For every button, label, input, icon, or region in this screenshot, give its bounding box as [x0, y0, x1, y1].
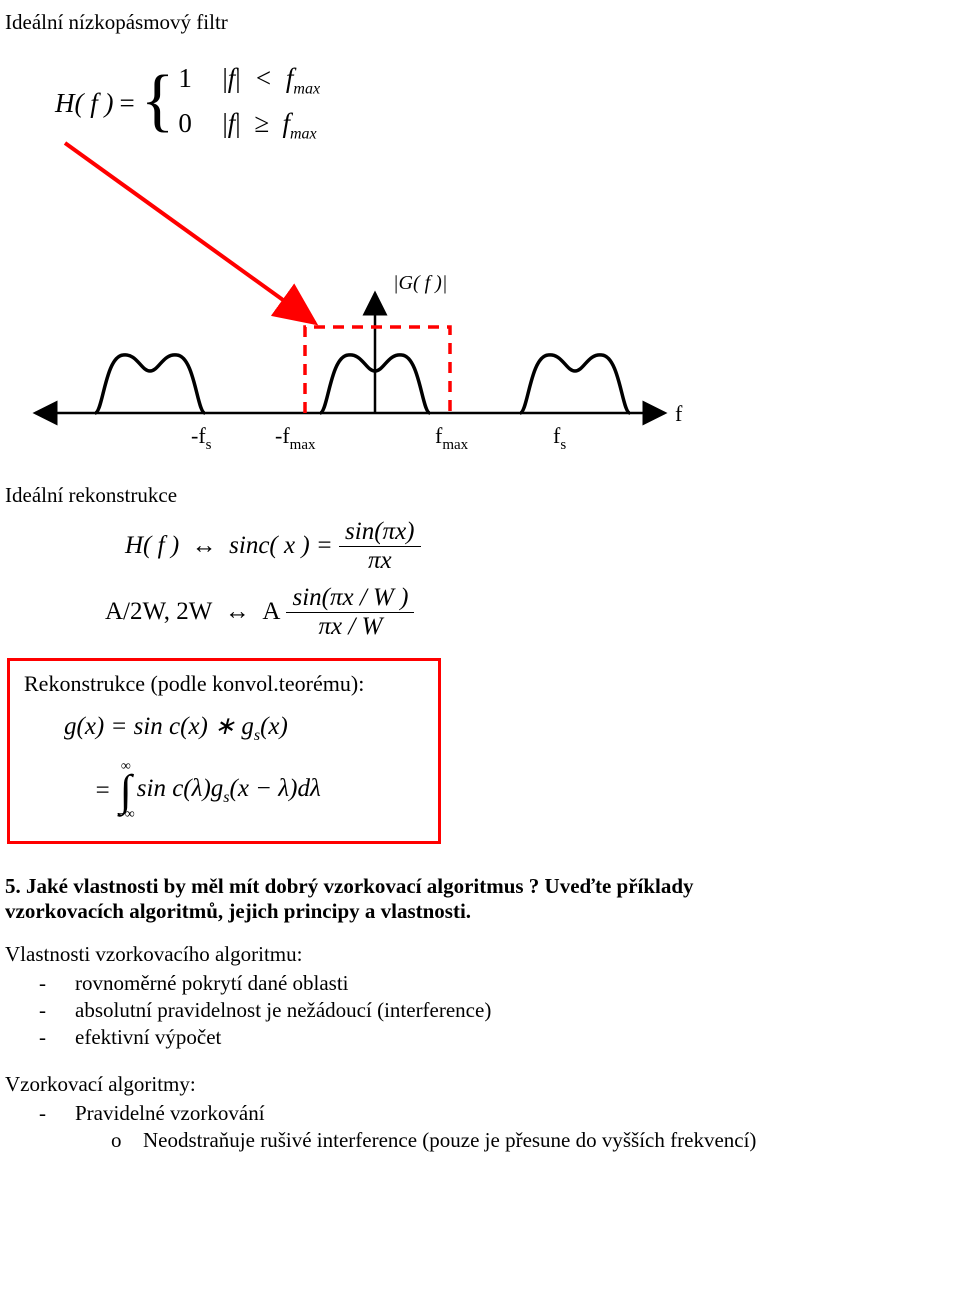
list-item: absolutní pravidelnost je nežádoucí (int… — [57, 998, 955, 1023]
algos-heading: Vzorkovací algoritmy: — [5, 1072, 955, 1097]
svg-text:fs: fs — [553, 423, 566, 453]
redbox-title: Rekonstrukce (podle konvol.teorému): — [24, 671, 424, 697]
svg-text:fmax: fmax — [435, 423, 469, 453]
spectrum-diagram: |G( f )| f -fs -fmax fmax fs — [5, 263, 705, 483]
list-item: Neodstraňuje rušivé interference (pouze … — [127, 1128, 955, 1153]
algo1-label: Pravidelné vzorkování — [75, 1101, 265, 1125]
list-item: efektivní výpočet — [57, 1025, 955, 1050]
redbox-line1: g(x) = sin c(x) ∗ gs(x) — [64, 711, 424, 745]
svg-text:f: f — [675, 401, 683, 426]
title-filter: Ideální nízkopásmový filtr — [5, 10, 955, 35]
recon-formula-2: A/2W, 2W ↔ A sin(πx / W ) πx / W — [105, 584, 955, 640]
red-box: Rekonstrukce (podle konvol.teorému): g(x… — [7, 658, 441, 844]
svg-text:-fs: -fs — [191, 423, 212, 453]
question-line2: vzorkovacích algoritmů, jejich principy … — [5, 899, 955, 924]
algos-list: Pravidelné vzorkování Neodstraňuje rušiv… — [5, 1101, 955, 1153]
props-list: rovnoměrné pokrytí dané oblasti absolutn… — [5, 971, 955, 1050]
list-item: rovnoměrné pokrytí dané oblasti — [57, 971, 955, 996]
title-recon: Ideální rekonstrukce — [5, 483, 955, 508]
question-line1: 5. Jaké vlastnosti by měl mít dobrý vzor… — [5, 874, 955, 899]
redbox-line2: = ∞ ∫ −∞ sin c(λ)gs(x − λ)dλ — [94, 759, 424, 823]
svg-text:-fmax: -fmax — [275, 423, 316, 453]
recon-formula-1: H( f ) ↔ sinc( x ) = sin(πx) πx — [125, 518, 955, 574]
props-heading: Vlastnosti vzorkovacího algoritmu: — [5, 942, 955, 967]
svg-text:|G( f )|: |G( f )| — [393, 272, 447, 294]
filter-formula: H( f ) = { 1 |f| < fmax 0 |f| ≥ fmax — [55, 63, 320, 144]
list-item: Pravidelné vzorkování Neodstraňuje rušiv… — [57, 1101, 955, 1153]
question-block: 5. Jaké vlastnosti by měl mít dobrý vzor… — [5, 874, 955, 924]
